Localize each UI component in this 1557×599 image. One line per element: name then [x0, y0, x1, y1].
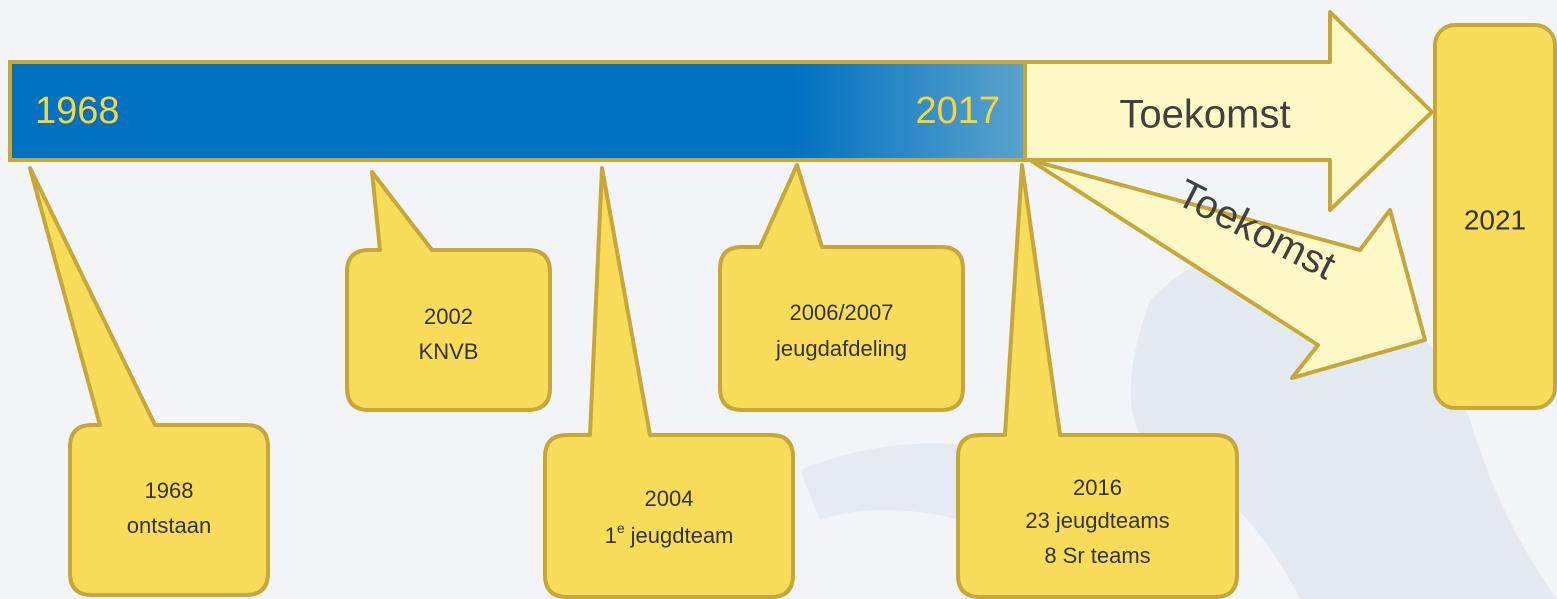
callout-text: 2004	[645, 486, 694, 511]
diagram: 1968 2017 Toekomst Toekomst 2021 1968ont…	[0, 0, 1557, 599]
ordinal-number: 1	[605, 523, 617, 548]
callout-text: jeugdafdeling	[775, 336, 907, 361]
callout-text: ontstaan	[127, 513, 211, 538]
callout-text: 2006/2007	[790, 300, 894, 325]
callout-text: 23 jeugdteams	[1025, 508, 1169, 533]
callout	[720, 165, 963, 410]
callout-text: 1968	[145, 478, 194, 503]
page: 1968 2017 Toekomst Toekomst 2021 1968ont…	[0, 0, 1557, 599]
future-label: Toekomst	[1119, 93, 1290, 137]
callout-text: KNVB	[419, 339, 479, 364]
callout-text: 2002	[424, 304, 473, 329]
ordinal-suffix: e	[617, 520, 625, 536]
callout-text: 8 Sr teams	[1044, 543, 1150, 568]
timeline-bar	[10, 62, 1025, 160]
callout	[347, 172, 550, 410]
timeline-end: 2017	[915, 90, 1000, 132]
callout-text: 2016	[1073, 475, 1122, 500]
timeline-start: 1968	[35, 90, 120, 132]
target-label: 2021	[1464, 204, 1526, 235]
callout-word: jeugdteam	[630, 523, 734, 548]
